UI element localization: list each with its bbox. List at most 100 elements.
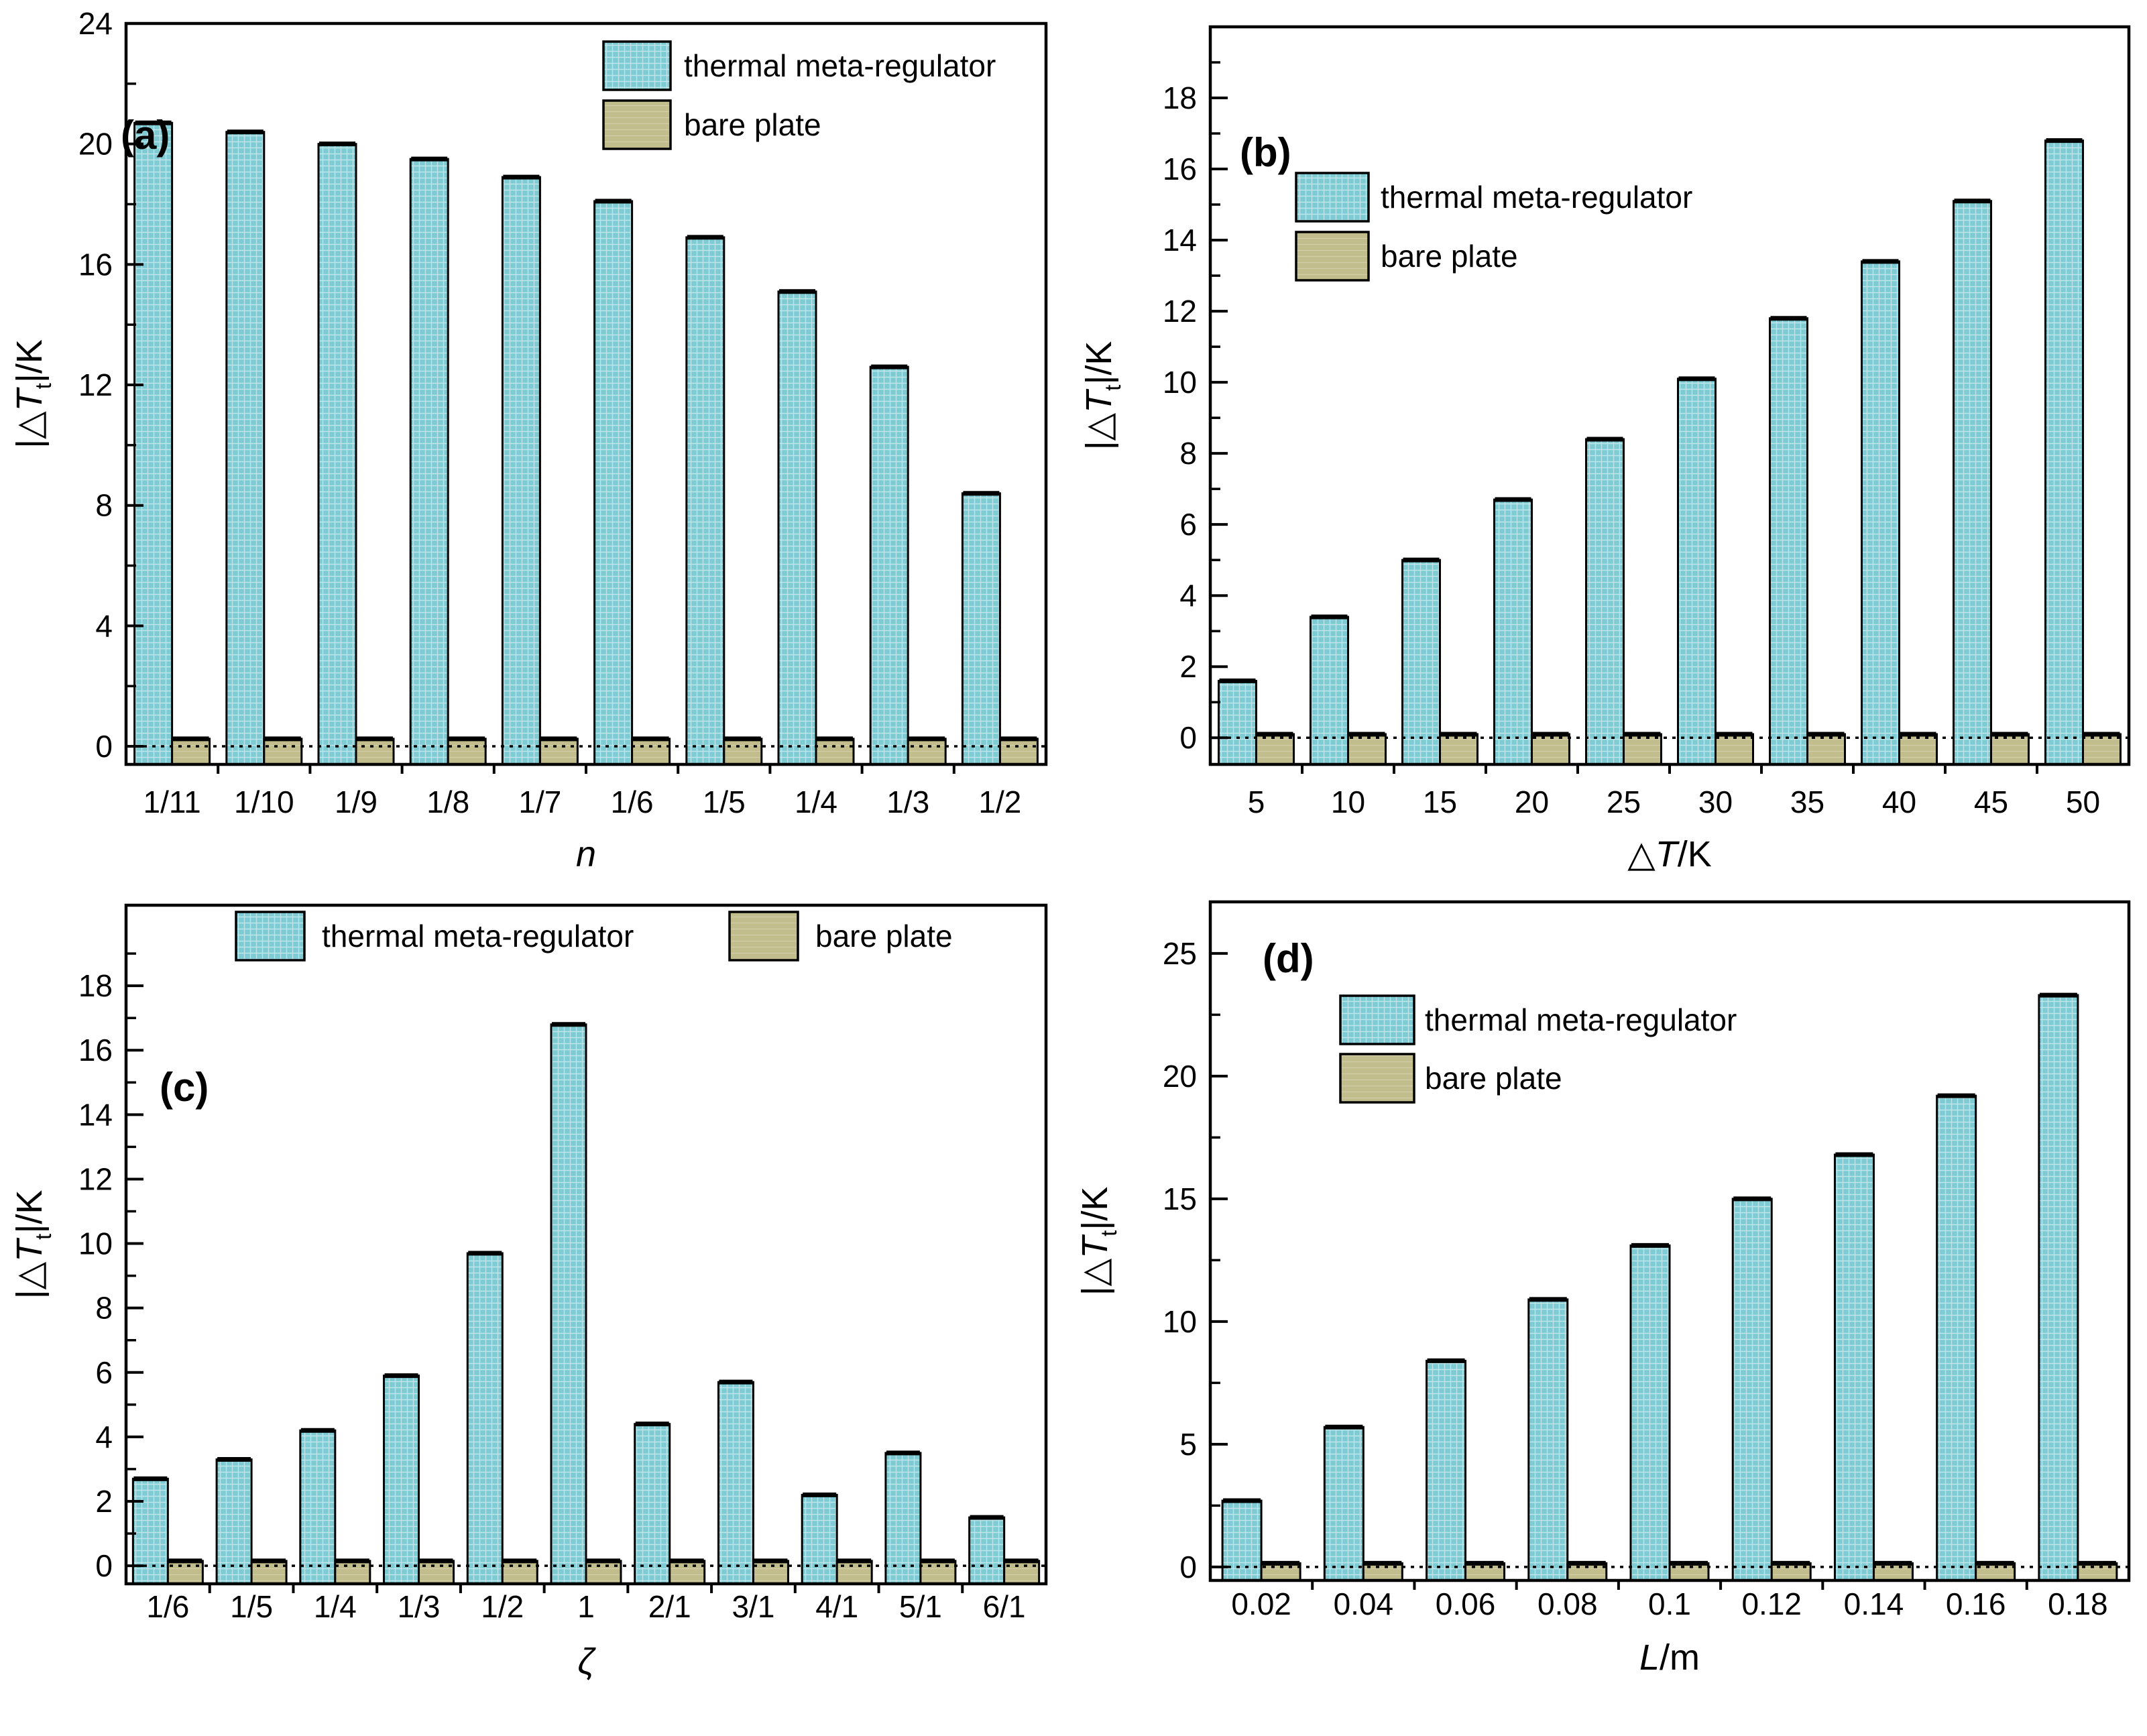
bar-thermal-meta-regulator [1310, 616, 1349, 766]
y-axis-tick-label: 8 [1179, 436, 1197, 471]
bar-bare-plate [752, 1560, 789, 1585]
bar-thermal-meta-regulator [409, 158, 449, 766]
bar-bare-plate [1347, 733, 1387, 766]
bar-thermal-meta-regulator [317, 143, 357, 766]
legend-swatch-bare-plate [1339, 1053, 1415, 1104]
x-axis-tick-label: 0.14 [1844, 1586, 1904, 1621]
x-axis-tick-label: 0.1 [1648, 1586, 1691, 1621]
chart-panel-a: 0 4 8 12 16 20 24 1/11 1/10 1/9 1/8 1/7 1/6 1/5 1/4 1/3… [9, 6, 1048, 872]
bar-bare-plate [538, 738, 579, 766]
x-axis-tick-label: 1/11 [143, 785, 201, 819]
x-axis-tick-label: 1/8 [426, 785, 469, 819]
legend-label-bare-plate: bare plate [1425, 1061, 1562, 1096]
bar-thermal-meta-regulator [466, 1252, 504, 1585]
bar-bare-plate [835, 1560, 873, 1585]
legend-swatch-meta-regulator [1339, 994, 1415, 1045]
bar-thermal-meta-regulator [717, 1381, 754, 1585]
x-axis-tick-label: 1/7 [518, 785, 561, 819]
legend-label-bare-plate: bare plate [815, 919, 953, 953]
bar-thermal-meta-regulator [1769, 317, 1808, 766]
bar-bare-plate [907, 738, 947, 766]
panel-label: (d) [1263, 936, 1314, 981]
y-axis-tick-label: 20 [78, 127, 113, 162]
bar-thermal-meta-regulator [777, 290, 817, 766]
y-axis-tick-label: 14 [1163, 223, 1197, 257]
legend-swatch-bare-plate [1295, 231, 1370, 282]
x-axis-tick-label: 15 [1423, 785, 1457, 819]
x-axis-title: △T/K [1627, 834, 1712, 872]
y-axis-tick-label: 16 [1163, 152, 1197, 186]
y-axis-tick-label: 2 [95, 1484, 113, 1519]
x-axis-tick-label: 1 [577, 1589, 595, 1624]
panel-c: 0 2 4 6 8 10 12 14 16 18 1/6 1/5 1/4 1/3 1/2 1 2/1 3/1 4/1… [0, 872, 1074, 1736]
bar-bare-plate [815, 738, 855, 766]
x-axis-tick-label: 0.06 [1436, 1586, 1496, 1621]
panel-label: (b) [1240, 130, 1291, 175]
y-axis-tick-label: 0 [1179, 720, 1197, 755]
bar-thermal-meta-regulator [1493, 498, 1533, 766]
bar-bare-plate [1255, 733, 1295, 766]
bar-bare-plate [355, 738, 395, 766]
y-axis-title: |△Tt|/K [1075, 1187, 1121, 1296]
y-axis-tick-label: 25 [1163, 936, 1197, 971]
bar-thermal-meta-regulator [1401, 559, 1441, 766]
x-axis-tick-label: 1/3 [398, 1589, 441, 1624]
bar-thermal-meta-regulator [801, 1493, 838, 1585]
x-axis-tick-label: 1/5 [230, 1589, 273, 1624]
x-axis-tick-label: 3/1 [732, 1589, 774, 1624]
bar-thermal-meta-regulator [1426, 1359, 1467, 1582]
legend-label-bare-plate: bare plate [684, 107, 821, 142]
bar-bare-plate [501, 1560, 538, 1585]
chart-panel-c: 0 2 4 6 8 10 12 14 16 18 1/6 1/5 1/4 1/3 1/2 1 2/1 3/1 4/1… [9, 903, 1048, 1682]
y-axis-tick-label: 24 [78, 6, 113, 41]
panel-label: (a) [121, 113, 170, 158]
bar-thermal-meta-regulator [2038, 994, 2079, 1582]
x-axis-tick-label: 2/1 [648, 1589, 691, 1624]
x-axis-tick-label: 1/4 [795, 785, 837, 819]
bar-thermal-meta-regulator [133, 121, 174, 766]
bar-thermal-meta-regulator [593, 200, 634, 766]
legend-label-bare-plate: bare plate [1381, 239, 1518, 274]
y-axis-tick-label: 15 [1163, 1181, 1197, 1216]
x-axis-tick-label: 35 [1790, 785, 1824, 819]
y-axis-tick-label: 0 [1179, 1550, 1197, 1584]
x-axis-tick-label: 0.16 [1946, 1586, 2006, 1621]
x-axis-tick-label: 0.02 [1231, 1586, 1291, 1621]
bar-thermal-meta-regulator [1731, 1198, 1773, 1582]
x-axis-tick-label: 20 [1515, 785, 1549, 819]
x-axis-tick-label: 30 [1698, 785, 1733, 819]
bar-thermal-meta-regulator [634, 1423, 671, 1585]
bar-bare-plate [250, 1560, 288, 1585]
y-axis-tick-label: 6 [95, 1355, 113, 1390]
bar-thermal-meta-regulator [961, 492, 1001, 766]
bar-bare-plate [631, 738, 671, 766]
bar-thermal-meta-regulator [968, 1516, 1006, 1585]
x-axis-tick-label: 1/6 [611, 785, 654, 819]
x-axis-title: ζ [577, 1641, 596, 1682]
x-axis-tick-label: 40 [1882, 785, 1916, 819]
bar-bare-plate [447, 738, 487, 766]
x-axis-tick-label: 6/1 [983, 1589, 1026, 1624]
bar-thermal-meta-regulator [1585, 438, 1625, 766]
x-axis-tick-label: 1/10 [234, 785, 294, 819]
bar-thermal-meta-regulator [1833, 1153, 1875, 1582]
panel-d: 0 5 10 15 20 25 0.02 0.04 0.06 0.08 0.1 0.12 0.14 0.1… [1074, 872, 2147, 1736]
y-axis-tick-label: 6 [1179, 507, 1197, 542]
y-axis-tick-label: 8 [95, 1291, 113, 1326]
x-axis-tick-label: 0.04 [1334, 1586, 1394, 1621]
bar-bare-plate [334, 1560, 371, 1585]
legend-label-meta-regulator: thermal meta-regulator [1381, 180, 1692, 215]
legend-label-meta-regulator: thermal meta-regulator [1425, 1002, 1737, 1037]
x-axis-tick-label: 4/1 [815, 1589, 858, 1624]
plot-frame [1208, 25, 2131, 766]
bar-thermal-meta-regulator [383, 1375, 420, 1585]
bar-thermal-meta-regulator [869, 365, 909, 766]
legend-swatch-meta-regulator [602, 40, 672, 91]
bar-thermal-meta-regulator [1629, 1244, 1671, 1582]
y-axis-tick-label: 4 [1179, 578, 1197, 613]
bar-thermal-meta-regulator [215, 1458, 253, 1585]
bar-bare-plate [1531, 733, 1570, 766]
y-axis-tick-label: 10 [1163, 365, 1197, 400]
bar-thermal-meta-regulator [1218, 679, 1257, 766]
